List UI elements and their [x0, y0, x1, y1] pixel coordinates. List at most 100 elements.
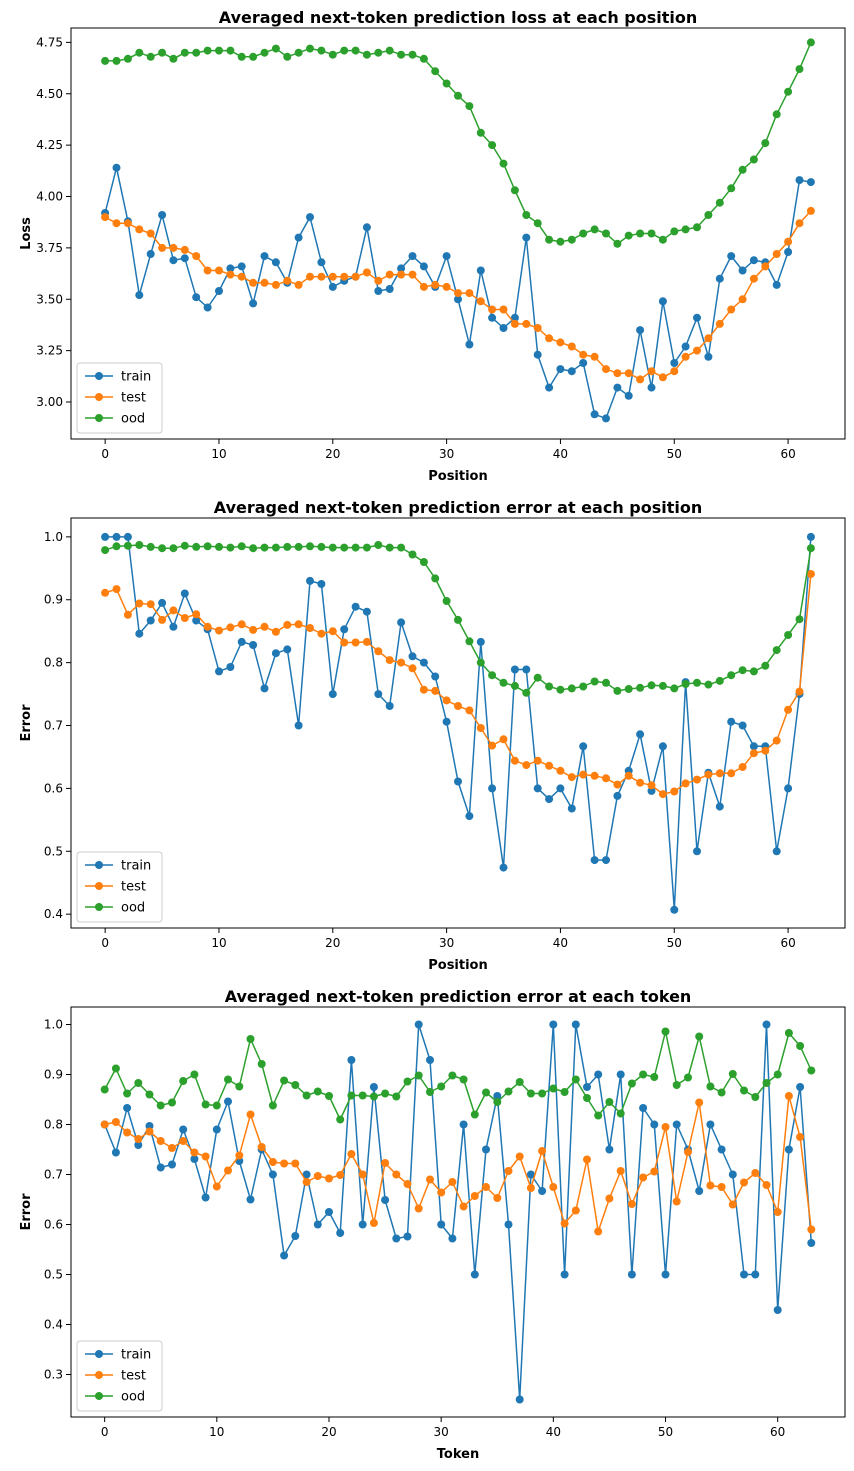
- data-point-train: [224, 1097, 232, 1106]
- data-point-ood: [749, 667, 758, 676]
- data-point-ood: [362, 50, 371, 59]
- data-point-ood: [454, 91, 462, 100]
- data-point-test: [283, 276, 292, 285]
- data-point-test: [313, 1172, 322, 1180]
- data-point-ood: [100, 1085, 109, 1094]
- data-point-test: [431, 280, 440, 289]
- data-point-test: [784, 237, 793, 246]
- data-point-ood: [658, 235, 667, 244]
- data-point-test: [271, 627, 280, 636]
- data-point-train: [567, 804, 576, 813]
- data-point-test: [522, 761, 531, 770]
- data-point-ood: [488, 141, 497, 150]
- legend-label-ood: ood: [121, 412, 145, 427]
- data-point-train: [693, 847, 701, 856]
- data-point-train: [192, 293, 201, 302]
- data-point-train: [476, 266, 485, 275]
- data-point-ood: [237, 52, 246, 61]
- data-point-test: [156, 1137, 165, 1145]
- data-point-train: [488, 313, 497, 322]
- data-point-test: [772, 736, 781, 745]
- y-tick-label: 0.8: [44, 1118, 63, 1132]
- data-point-test: [325, 1174, 333, 1183]
- x-tick-label: 40: [546, 1425, 561, 1439]
- data-point-train: [545, 383, 554, 392]
- data-point-test: [749, 749, 758, 758]
- data-point-ood: [145, 1090, 154, 1099]
- data-point-train: [180, 589, 189, 598]
- data-point-test: [358, 1170, 367, 1179]
- data-point-train: [636, 326, 645, 335]
- data-point-ood: [123, 1089, 132, 1098]
- data-point-test: [749, 274, 758, 283]
- data-point-train: [454, 295, 462, 304]
- data-point-train: [454, 777, 462, 786]
- data-point-test: [397, 270, 406, 279]
- data-point-test: [192, 610, 201, 619]
- data-point-train: [101, 532, 110, 541]
- x-tick-label: 30: [439, 447, 454, 461]
- data-point-test: [351, 638, 360, 647]
- data-point-test: [226, 623, 235, 632]
- y-tick-label: 3.00: [36, 395, 63, 409]
- data-point-test: [362, 637, 371, 646]
- data-point-train: [522, 233, 531, 242]
- data-point-test: [146, 600, 155, 609]
- data-point-train: [347, 1056, 356, 1064]
- data-point-ood: [317, 46, 326, 55]
- data-point-train: [246, 1195, 255, 1204]
- data-point-ood: [476, 128, 485, 137]
- axes-frame: [70, 1006, 846, 1418]
- data-point-test: [499, 735, 508, 744]
- data-point-ood: [806, 544, 815, 553]
- data-point-ood: [192, 542, 201, 551]
- data-point-train: [414, 1020, 423, 1029]
- data-point-ood: [545, 682, 554, 691]
- data-point-train: [169, 256, 178, 265]
- data-point-train: [549, 1020, 558, 1029]
- data-point-test: [594, 1227, 603, 1236]
- data-point-train: [249, 299, 258, 308]
- data-point-ood: [306, 542, 314, 551]
- data-point-test: [545, 334, 554, 343]
- data-point-ood: [579, 682, 588, 691]
- data-point-test: [476, 297, 485, 306]
- data-point-train: [215, 667, 223, 676]
- data-point-ood: [465, 637, 474, 646]
- legend-marker-ood: [95, 1392, 103, 1400]
- data-point-ood: [385, 46, 394, 55]
- x-tick-label: 20: [325, 936, 340, 950]
- data-point-train: [545, 795, 554, 804]
- data-point-test: [448, 1178, 457, 1186]
- data-point-ood: [510, 186, 519, 195]
- data-point-train: [336, 1229, 345, 1237]
- data-point-train: [784, 1145, 793, 1154]
- data-point-train: [715, 274, 724, 283]
- data-point-train: [203, 303, 212, 312]
- data-point-ood: [533, 219, 542, 228]
- data-point-test: [661, 1123, 670, 1131]
- data-point-ood: [419, 558, 428, 566]
- data-point-ood: [340, 543, 349, 552]
- data-point-ood: [158, 48, 167, 57]
- data-point-train: [302, 1170, 311, 1179]
- data-point-ood: [560, 1088, 569, 1096]
- data-point-test: [381, 1159, 390, 1167]
- data-point-train: [180, 254, 189, 263]
- data-point-train: [704, 352, 713, 361]
- data-point-test: [636, 375, 645, 384]
- data-point-train: [426, 1056, 434, 1064]
- data-point-ood: [271, 543, 280, 552]
- data-point-train: [727, 717, 736, 726]
- data-point-test: [526, 1184, 535, 1192]
- data-point-ood: [123, 54, 132, 63]
- data-point-ood: [294, 542, 303, 551]
- plot-area: [101, 532, 815, 914]
- data-point-test: [408, 664, 417, 673]
- data-point-test: [510, 319, 519, 328]
- data-point-test: [215, 266, 223, 275]
- data-point-train: [762, 1020, 771, 1029]
- data-point-train: [168, 1160, 176, 1169]
- data-point-ood: [772, 646, 781, 655]
- data-point-test: [762, 1181, 771, 1189]
